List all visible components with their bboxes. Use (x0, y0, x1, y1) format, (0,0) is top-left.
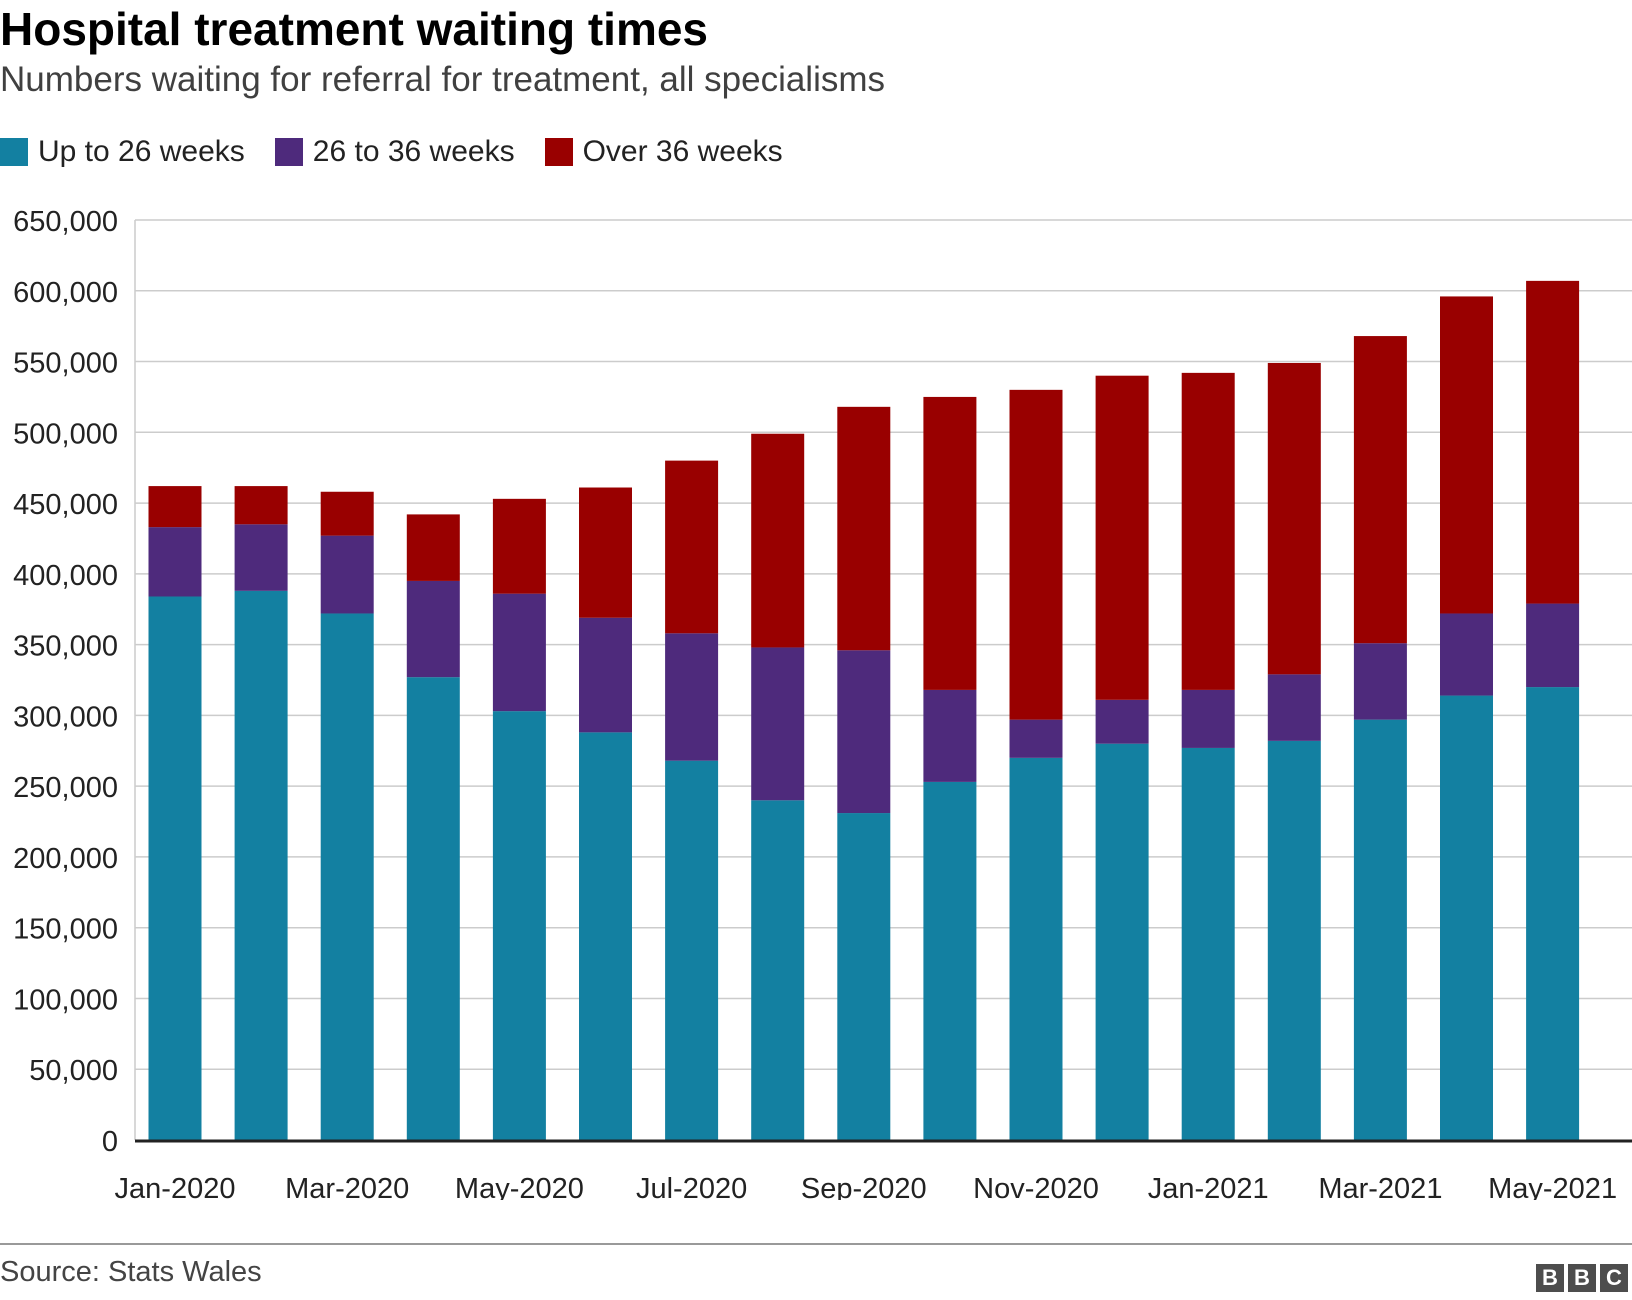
bar-segment-26-to-36-weeks (1181, 689, 1235, 748)
bar-segment-over-36-weeks (837, 406, 891, 651)
bar-segment-over-36-weeks (579, 487, 632, 618)
bar-segment-up-to-26-weeks (1526, 687, 1580, 1140)
source-note: Source: Stats Wales (0, 1256, 262, 1288)
x-tick-label: May-2021 (1488, 1173, 1617, 1200)
bbc-logo: B B C (1532, 1264, 1628, 1292)
bar-segment-up-to-26-weeks (1181, 747, 1235, 1140)
bar-segment-up-to-26-weeks (234, 590, 288, 1140)
bar-segment-over-36-weeks (923, 396, 977, 690)
chart-title: Hospital treatment waiting times (0, 3, 709, 55)
bar-segment-up-to-26-weeks (1353, 719, 1407, 1140)
bar-segment-up-to-26-weeks (492, 711, 546, 1140)
y-tick-label: 150,000 (13, 914, 118, 946)
bar-segment-up-to-26-weeks (837, 813, 891, 1140)
bar-segment-26-to-36-weeks (923, 689, 977, 782)
bar-segment-over-36-weeks (1181, 372, 1235, 690)
legend-swatch-26-to-36-weeks (274, 138, 303, 166)
bar-segment-over-36-weeks (1353, 336, 1407, 644)
bar-segment-over-36-weeks (751, 433, 805, 648)
bar-segment-up-to-26-weeks (148, 596, 202, 1140)
y-tick-label: 600,000 (13, 277, 118, 309)
bar-segment-over-36-weeks (1440, 296, 1493, 614)
bar-segment-26-to-36-weeks (665, 633, 719, 761)
bar-segment-over-36-weeks (320, 491, 374, 536)
bar-segment-over-36-weeks (148, 486, 202, 528)
stacked-bar-chart: 0 50,000 100,000 150,000 200,000 250,000 300,0… (13, 206, 1632, 1200)
x-tick-label: Jul-2020 (636, 1173, 747, 1200)
bar-segment-26-to-36-weeks (579, 617, 632, 733)
legend-label-up-to-26-weeks: Up to 26 weeks (38, 135, 245, 168)
bar-segment-up-to-26-weeks (665, 760, 719, 1140)
bar-segment-over-36-weeks (1267, 362, 1321, 675)
bar-segment-26-to-36-weeks (1526, 603, 1580, 688)
bbc-logo-letter: B (1536, 1264, 1564, 1292)
y-tick-label: 300,000 (13, 701, 118, 733)
legend-item-over-36-weeks: Over 36 weeks (544, 135, 783, 169)
bar-segment-up-to-26-weeks (751, 800, 805, 1140)
bar-segment-over-36-weeks (406, 514, 460, 581)
bar-segment-over-36-weeks (234, 486, 288, 525)
y-tick-label: 350,000 (13, 631, 118, 663)
legend-label-over-36-weeks: Over 36 weeks (582, 135, 783, 168)
bar-segment-26-to-36-weeks (1009, 719, 1063, 758)
bar-segment-26-to-36-weeks (751, 647, 805, 801)
bar-segment-26-to-36-weeks (148, 527, 202, 597)
bar-segment-up-to-26-weeks (1267, 740, 1321, 1140)
x-tick-label: Jan-2021 (1148, 1173, 1269, 1200)
footer-divider (0, 1243, 1632, 1245)
bar-segment-26-to-36-weeks (492, 593, 546, 712)
y-tick-label: 650,000 (13, 206, 118, 238)
legend-swatch-over-36-weeks (544, 138, 573, 166)
bar-segment-26-to-36-weeks (837, 650, 891, 814)
bar-segment-26-to-36-weeks (406, 580, 460, 678)
legend-item-26-to-36-weeks: 26 to 36 weeks (274, 135, 515, 169)
bar-segment-26-to-36-weeks (1353, 643, 1407, 720)
bar-segment-up-to-26-weeks (923, 781, 977, 1140)
y-tick-label: 50,000 (29, 1055, 118, 1087)
bar-segment-26-to-36-weeks (1267, 674, 1321, 741)
y-tick-label: 450,000 (13, 489, 118, 521)
x-tick-label: May-2020 (455, 1173, 584, 1200)
bar-segment-26-to-36-weeks (234, 524, 288, 591)
bar-segment-over-36-weeks (665, 460, 719, 634)
x-tick-label: Sep-2020 (801, 1173, 927, 1200)
x-tick-label: Nov-2020 (973, 1173, 1099, 1200)
bbc-logo-letter: C (1600, 1264, 1628, 1292)
bar-segment-up-to-26-weeks (579, 732, 632, 1140)
y-tick-label: 250,000 (13, 772, 118, 804)
bar-segment-over-36-weeks (1526, 280, 1580, 604)
bar-segment-up-to-26-weeks (320, 613, 374, 1140)
x-tick-label: Mar-2021 (1318, 1173, 1442, 1200)
legend-item-up-to-26-weeks: Up to 26 weeks (0, 135, 245, 169)
y-tick-label: 550,000 (13, 348, 118, 380)
y-tick-label: 200,000 (13, 843, 118, 875)
legend-label-26-to-36-weeks: 26 to 36 weeks (312, 135, 515, 168)
bar-segment-26-to-36-weeks (1440, 613, 1493, 696)
x-tick-label: Mar-2020 (285, 1173, 409, 1200)
x-tick-label: Jan-2020 (115, 1173, 236, 1200)
y-tick-label: 100,000 (13, 984, 118, 1016)
y-tick-label: 400,000 (13, 560, 118, 592)
y-tick-label: 0 (102, 1126, 118, 1158)
bbc-logo-letter: B (1568, 1264, 1596, 1292)
legend: Up to 26 weeks 26 to 36 weeks Over 36 we… (0, 135, 813, 169)
chart-subtitle: Numbers waiting for referral for treatme… (0, 60, 886, 99)
bar-segment-over-36-weeks (492, 498, 546, 594)
bar-segment-up-to-26-weeks (406, 677, 460, 1140)
legend-swatch-up-to-26-weeks (0, 138, 28, 166)
bar-segment-over-36-weeks (1009, 389, 1063, 720)
bar-segment-up-to-26-weeks (1440, 695, 1493, 1140)
bar-segment-26-to-36-weeks (1095, 699, 1149, 744)
bar-segment-26-to-36-weeks (320, 535, 374, 614)
y-tick-label: 500,000 (13, 418, 118, 450)
bar-segment-over-36-weeks (1095, 375, 1149, 700)
bar-segment-up-to-26-weeks (1095, 743, 1149, 1140)
bar-segment-up-to-26-weeks (1009, 757, 1063, 1140)
